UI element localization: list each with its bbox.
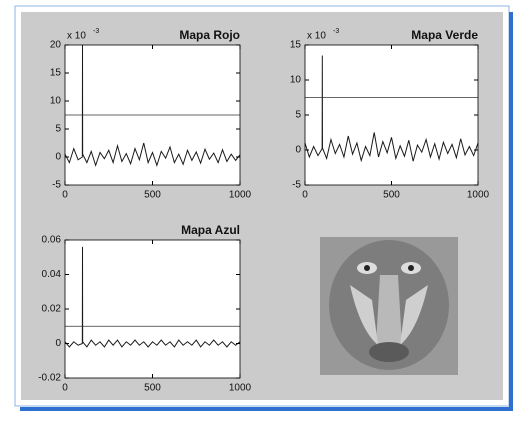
y-multiplier-exponent: -3	[333, 28, 339, 35]
data-line	[64, 246, 241, 348]
x-tick-label: 1000	[467, 190, 490, 201]
y-tick-label: 0	[55, 152, 61, 163]
x-tick-label: 0	[302, 190, 308, 201]
y-tick-label: 10	[50, 96, 62, 107]
x-tick-label: 0	[62, 190, 68, 201]
x-tick-label: 1000	[229, 190, 252, 201]
y-tick-label: 15	[290, 40, 302, 51]
y-tick-label: 20	[50, 40, 62, 51]
y-tick-label: 0.06	[42, 235, 62, 246]
chart-title: Mapa Verde	[411, 28, 478, 42]
plot-area	[65, 240, 240, 378]
y-tick-label: 15	[50, 68, 62, 79]
x-tick-label: 500	[383, 190, 400, 201]
y-tick-label: 5	[295, 110, 301, 121]
x-tick-label: 0	[62, 383, 68, 394]
y-tick-label: -5	[292, 180, 301, 191]
data-line	[304, 55, 479, 163]
y-multiplier: x 10	[307, 31, 326, 42]
y-tick-label: 0	[295, 145, 301, 156]
y-tick-label: -5	[52, 180, 61, 191]
x-tick-label: 500	[144, 383, 161, 394]
y-tick-label: 0	[55, 338, 61, 349]
x-tick-label: 500	[144, 190, 161, 201]
y-tick-label: -0.02	[38, 373, 61, 384]
y-tick-label: 10	[290, 75, 302, 86]
mandrill-image	[320, 237, 458, 375]
y-tick-label: 0.04	[42, 269, 62, 280]
chart-title: Mapa Rojo	[179, 28, 240, 42]
data-line	[64, 44, 241, 168]
y-tick-label: 0.02	[42, 304, 62, 315]
plot-area	[305, 45, 478, 185]
y-multiplier-exponent: -3	[93, 28, 99, 35]
y-multiplier: x 10	[67, 31, 86, 42]
chart-title: Mapa Azul	[181, 223, 240, 237]
x-tick-label: 1000	[229, 383, 252, 394]
y-tick-label: 5	[55, 124, 61, 135]
